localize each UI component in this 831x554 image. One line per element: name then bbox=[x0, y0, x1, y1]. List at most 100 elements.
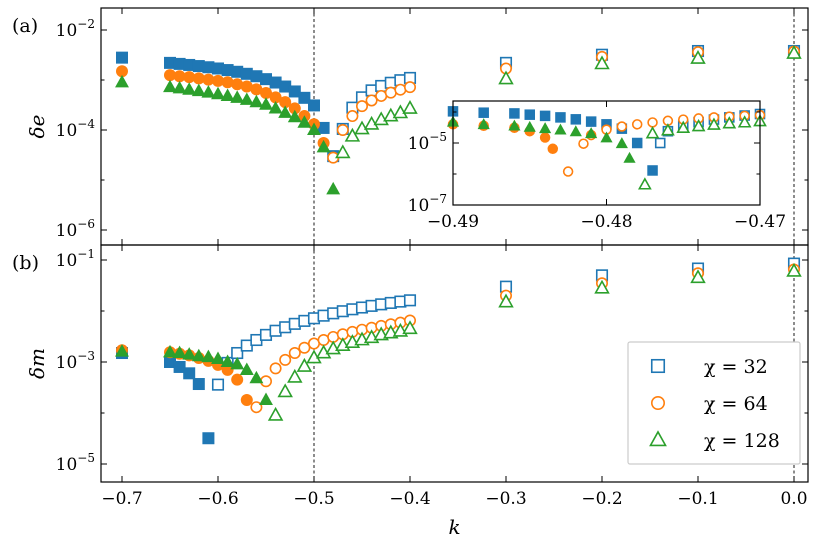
chi128-open-point bbox=[498, 293, 514, 308]
x-tick-label: −0.5 bbox=[293, 489, 334, 509]
chi32-filled-point bbox=[539, 110, 551, 122]
chi64-filled-point bbox=[279, 96, 292, 109]
legend-label: χ = 32 bbox=[704, 356, 768, 378]
chi64-filled-point bbox=[192, 72, 205, 85]
x-tick-label: −0.3 bbox=[485, 489, 526, 509]
chi64-open-point bbox=[647, 117, 658, 128]
chi32-filled-point bbox=[202, 432, 215, 445]
chi64-filled-point bbox=[240, 393, 253, 406]
chi128-open-point bbox=[638, 177, 652, 190]
chi128-filled-point bbox=[211, 351, 225, 364]
chi128-open-point bbox=[594, 55, 610, 70]
chi32-filled-point bbox=[288, 85, 301, 98]
chi128-filled-point bbox=[477, 118, 490, 130]
legend-label: χ = 128 bbox=[704, 430, 780, 452]
chi128-filled-point bbox=[249, 94, 264, 108]
y-tick-label: 10−7 bbox=[408, 192, 447, 216]
chi128-open-point bbox=[335, 144, 351, 159]
y-tick-exponent: −6 bbox=[77, 217, 95, 231]
chi64-open-point bbox=[562, 166, 574, 177]
chi128-filled-point bbox=[539, 122, 552, 134]
y-tick-exponent: −3 bbox=[77, 349, 95, 363]
chi64-filled-point bbox=[288, 102, 301, 115]
y-tick-mantissa: 10 bbox=[408, 134, 430, 154]
chi128-open-point bbox=[344, 127, 361, 142]
y-tick-label: 10−6 bbox=[56, 217, 95, 241]
chi64-filled-point bbox=[183, 71, 196, 84]
x-axis-label: k bbox=[448, 515, 460, 539]
chi64-open-point bbox=[259, 375, 272, 388]
chi64-open-point bbox=[578, 138, 589, 149]
chi128-open-point bbox=[707, 117, 721, 130]
chi128-open-point bbox=[691, 118, 706, 132]
chi128-open-point bbox=[786, 262, 802, 277]
chi128-filled-point bbox=[554, 123, 567, 135]
chi32-filled-point bbox=[202, 61, 215, 74]
chi32-filled-point bbox=[260, 73, 272, 86]
chi128-filled-point bbox=[623, 151, 636, 163]
chi32-filled-point bbox=[555, 112, 566, 123]
chi128-open-point bbox=[373, 111, 389, 126]
y-tick-mantissa: 10 bbox=[56, 353, 78, 373]
chi32-filled-point bbox=[250, 70, 263, 83]
chi128-open-point bbox=[296, 357, 313, 372]
chi128-filled-point bbox=[569, 125, 582, 137]
chi32-filled-point bbox=[317, 121, 330, 134]
chi32-open-point bbox=[211, 378, 225, 391]
chi64-open-point bbox=[346, 110, 359, 123]
chi128-filled-point bbox=[259, 97, 273, 110]
chi128-filled-point bbox=[326, 181, 341, 195]
chi128-filled-point bbox=[249, 370, 264, 384]
legend-label: χ = 64 bbox=[704, 393, 768, 415]
chi32-filled-point bbox=[509, 108, 520, 119]
legend-marker-chi64 bbox=[650, 395, 665, 410]
chi64-open-point bbox=[394, 83, 407, 96]
y-tick-exponent: −7 bbox=[429, 192, 447, 206]
chi64-open-point bbox=[403, 81, 416, 94]
y-tick-label: 10−5 bbox=[56, 451, 95, 475]
chi128-filled-point bbox=[163, 79, 177, 93]
y-axis-label: δe bbox=[25, 115, 49, 139]
chi32-filled-point bbox=[192, 378, 205, 391]
chi64-open-point bbox=[288, 347, 301, 360]
chi32-filled-point bbox=[601, 119, 612, 130]
chi32-filled-point bbox=[585, 116, 597, 127]
chi128-filled-point bbox=[201, 349, 216, 363]
chi64-open-point bbox=[298, 341, 311, 354]
chi64-filled-point bbox=[269, 91, 282, 104]
chi64-filled-point bbox=[164, 69, 176, 82]
chi128-open-point bbox=[267, 406, 284, 421]
chi64-filled-point bbox=[116, 65, 128, 78]
panel-label: (b) bbox=[12, 252, 39, 274]
legend: χ = 32 χ = 64 χ = 128 bbox=[627, 341, 801, 465]
chi128-open-point bbox=[690, 49, 706, 64]
chi64-filled-point bbox=[212, 74, 224, 87]
y-tick-label: 10−3 bbox=[56, 349, 95, 373]
chi128-open-point bbox=[645, 126, 660, 139]
x-tick-label: −0.1 bbox=[677, 489, 718, 509]
chi32-filled-point bbox=[164, 56, 176, 69]
chi64-open-point bbox=[365, 94, 378, 107]
chi64-filled-point bbox=[240, 80, 253, 93]
x-tick-label: −0.7 bbox=[101, 489, 142, 509]
chi64-open-point bbox=[336, 124, 349, 137]
chi128-filled-point bbox=[182, 82, 197, 95]
chi128-filled-point bbox=[163, 344, 177, 358]
x-tick-label: −0.49 bbox=[427, 212, 479, 232]
chi64-open-point bbox=[616, 121, 628, 132]
chi128-open-point bbox=[786, 44, 802, 59]
chi128-filled-point bbox=[115, 74, 129, 88]
chi128-filled-point bbox=[600, 131, 613, 143]
chi32-filled-point bbox=[231, 65, 244, 78]
y-tick-label: 10−4 bbox=[56, 117, 96, 141]
chi64-open-point bbox=[355, 100, 368, 113]
y-tick-label: 10−5 bbox=[408, 130, 447, 154]
chi64-filled-point bbox=[547, 143, 559, 155]
chi128-filled-point bbox=[211, 86, 225, 100]
chi32-filled-point bbox=[240, 67, 253, 80]
chi128-filled-point bbox=[508, 119, 521, 131]
chi32-filled-point bbox=[570, 114, 582, 125]
axes-frames bbox=[100, 7, 809, 483]
chi64-open-point bbox=[631, 119, 643, 130]
y-tick-mantissa: 10 bbox=[56, 121, 78, 141]
